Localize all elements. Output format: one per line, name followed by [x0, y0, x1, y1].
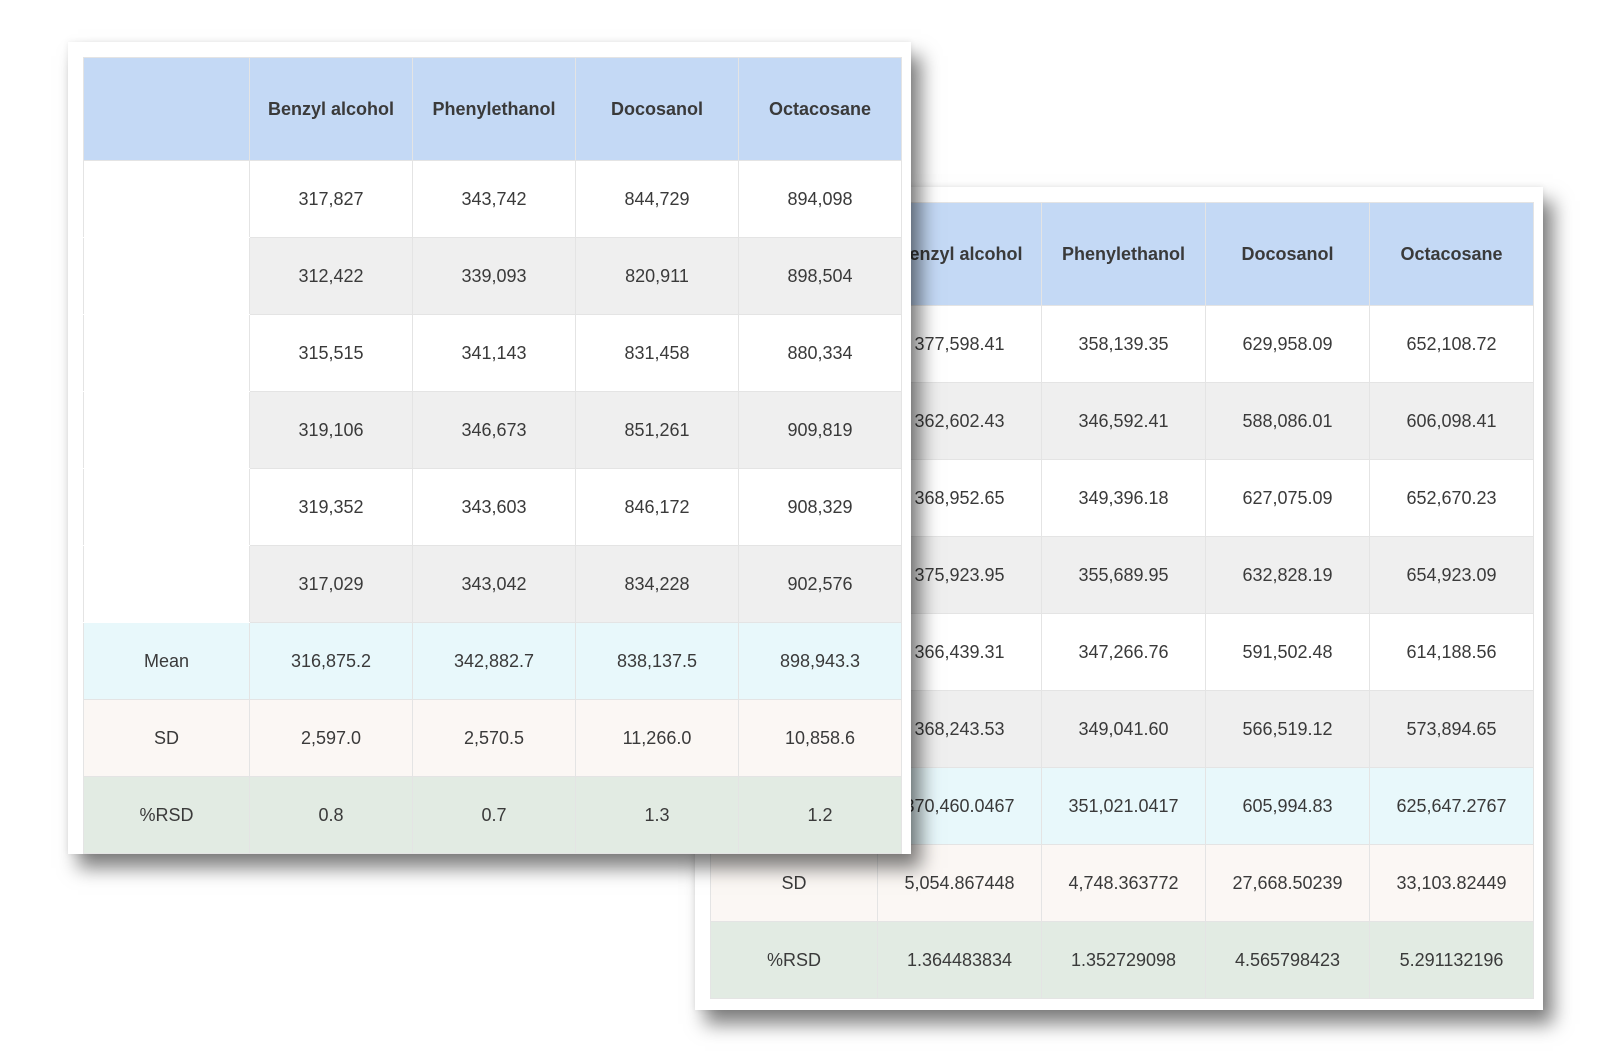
- data-cell: 347,266.76: [1041, 613, 1206, 691]
- row-stub-cell: [83, 160, 250, 238]
- column-header: Octacosane: [738, 57, 902, 161]
- summary-value: 10,858.6: [738, 699, 902, 777]
- data-cell: 349,041.60: [1041, 690, 1206, 768]
- summary-label: SD: [83, 699, 250, 777]
- data-cell: 894,098: [738, 160, 902, 238]
- summary-value: 4,748.363772: [1041, 844, 1206, 922]
- table-card-front: Benzyl alcohol Phenylethanol Docosanol Octa…: [68, 42, 911, 854]
- column-header: Docosanol: [1205, 202, 1370, 306]
- data-cell: 319,352: [249, 468, 413, 546]
- data-cell: 317,029: [249, 545, 413, 623]
- data-cell: 355,689.95: [1041, 536, 1206, 614]
- sd-row: SD 5,054.867448 4,748.363772 27,668.50239 33…: [710, 844, 1534, 922]
- data-cell: 834,228: [575, 545, 739, 623]
- summary-value: 0.7: [412, 776, 576, 854]
- summary-value: 342,882.7: [412, 622, 576, 700]
- data-cell: 902,576: [738, 545, 902, 623]
- summary-value: 33,103.82449: [1369, 844, 1534, 922]
- data-cell: 880,334: [738, 314, 902, 392]
- summary-value: 838,137.5: [575, 622, 739, 700]
- table-row: 319,352 343,603 846,172 908,329: [83, 468, 902, 546]
- summary-value: 625,647.2767: [1369, 767, 1534, 845]
- data-cell: 343,742: [412, 160, 576, 238]
- summary-value: 5.291132196: [1369, 921, 1534, 999]
- data-cell: 627,075.09: [1205, 459, 1370, 537]
- summary-value: 316,875.2: [249, 622, 413, 700]
- data-cell: 573,894.65: [1369, 690, 1534, 768]
- data-cell: 343,603: [412, 468, 576, 546]
- data-cell: 614,188.56: [1369, 613, 1534, 691]
- summary-value: 2,597.0: [249, 699, 413, 777]
- summary-value: 5,054.867448: [877, 844, 1042, 922]
- summary-value: 898,943.3: [738, 622, 902, 700]
- data-cell: 846,172: [575, 468, 739, 546]
- header-row: Benzyl alcohol Phenylethanol Docosanol Octa…: [83, 57, 902, 161]
- data-cell: 591,502.48: [1205, 613, 1370, 691]
- summary-value: 605,994.83: [1205, 767, 1370, 845]
- sd-row: SD 2,597.0 2,570.5 11,266.0 10,858.6: [83, 699, 902, 777]
- summary-label: %RSD: [83, 776, 250, 854]
- row-stub-cell: [83, 391, 250, 469]
- summary-value: 11,266.0: [575, 699, 739, 777]
- summary-value: 1.2: [738, 776, 902, 854]
- data-cell: 909,819: [738, 391, 902, 469]
- table-row: 315,515 341,143 831,458 880,334: [83, 314, 902, 392]
- data-cell: 606,098.41: [1369, 382, 1534, 460]
- data-cell: 632,828.19: [1205, 536, 1370, 614]
- data-cell: 315,515: [249, 314, 413, 392]
- data-cell: 588,086.01: [1205, 382, 1370, 460]
- row-stub-cell: [83, 237, 250, 315]
- row-stub-cell: [83, 545, 250, 623]
- data-cell: 319,106: [249, 391, 413, 469]
- data-cell: 317,827: [249, 160, 413, 238]
- summary-label: Mean: [83, 622, 250, 700]
- header-stub-cell: [83, 57, 250, 161]
- data-cell: 652,108.72: [1369, 305, 1534, 383]
- table-row: 317,029 343,042 834,228 902,576: [83, 545, 902, 623]
- column-header: Docosanol: [575, 57, 739, 161]
- data-cell: 346,673: [412, 391, 576, 469]
- data-cell: 820,911: [575, 237, 739, 315]
- summary-label: SD: [710, 844, 878, 922]
- summary-value: 351,021.0417: [1041, 767, 1206, 845]
- summary-value: 0.8: [249, 776, 413, 854]
- data-cell: 851,261: [575, 391, 739, 469]
- data-cell: 908,329: [738, 468, 902, 546]
- data-cell: 654,923.09: [1369, 536, 1534, 614]
- summary-value: 2,570.5: [412, 699, 576, 777]
- data-table-front: Benzyl alcohol Phenylethanol Docosanol Octa…: [83, 57, 902, 854]
- summary-value: 1.3: [575, 776, 739, 854]
- data-cell: 629,958.09: [1205, 305, 1370, 383]
- row-stub-cell: [83, 468, 250, 546]
- summary-value: 4.565798423: [1205, 921, 1370, 999]
- rsd-row: %RSD 0.8 0.7 1.3 1.2: [83, 776, 902, 854]
- data-cell: 341,143: [412, 314, 576, 392]
- data-cell: 358,139.35: [1041, 305, 1206, 383]
- data-cell: 312,422: [249, 237, 413, 315]
- summary-value: 27,668.50239: [1205, 844, 1370, 922]
- column-header: Octacosane: [1369, 202, 1534, 306]
- data-cell: 831,458: [575, 314, 739, 392]
- rsd-row: %RSD 1.364483834 1.352729098 4.565798423 5.2…: [710, 921, 1534, 999]
- summary-value: 1.352729098: [1041, 921, 1206, 999]
- data-cell: 898,504: [738, 237, 902, 315]
- table-row: 312,422 339,093 820,911 898,504: [83, 237, 902, 315]
- summary-label: %RSD: [710, 921, 878, 999]
- data-cell: 652,670.23: [1369, 459, 1534, 537]
- data-cell: 343,042: [412, 545, 576, 623]
- table-row: 319,106 346,673 851,261 909,819: [83, 391, 902, 469]
- column-header: Benzyl alcohol: [249, 57, 413, 161]
- data-cell: 346,592.41: [1041, 382, 1206, 460]
- table-row: 317,827 343,742 844,729 894,098: [83, 160, 902, 238]
- column-header: Phenylethanol: [1041, 202, 1206, 306]
- data-cell: 566,519.12: [1205, 690, 1370, 768]
- mean-row: Mean 316,875.2 342,882.7 838,137.5 898,943.3: [83, 622, 902, 700]
- row-stub-cell: [83, 314, 250, 392]
- data-cell: 339,093: [412, 237, 576, 315]
- summary-value: 1.364483834: [877, 921, 1042, 999]
- column-header: Phenylethanol: [412, 57, 576, 161]
- data-cell: 349,396.18: [1041, 459, 1206, 537]
- data-cell: 844,729: [575, 160, 739, 238]
